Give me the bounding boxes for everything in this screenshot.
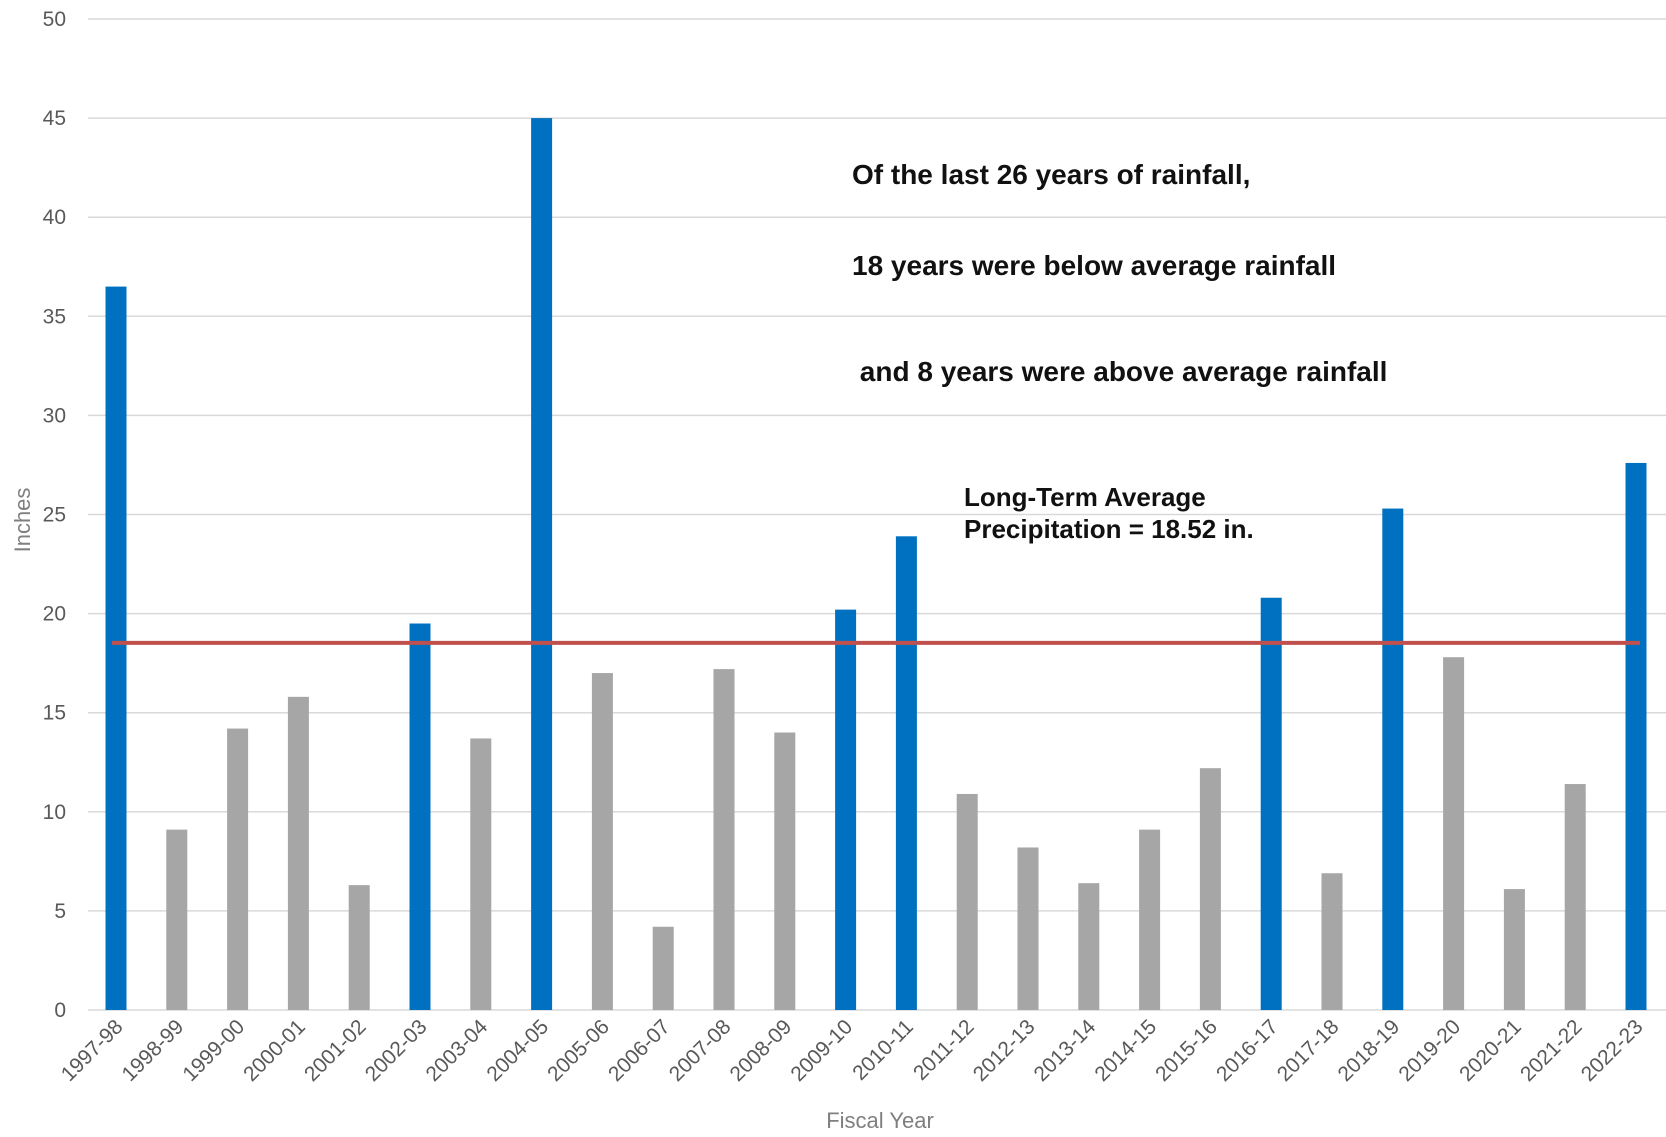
x-tick-label: 2011-12 bbox=[909, 1015, 979, 1085]
x-tick-label: 2004-05 bbox=[482, 1015, 553, 1086]
x-tick-label: 2001-02 bbox=[300, 1015, 371, 1086]
bar bbox=[1382, 508, 1404, 1010]
x-tick-label: 2015-16 bbox=[1151, 1015, 1222, 1086]
bar bbox=[1199, 768, 1221, 1010]
y-tick-label: 0 bbox=[54, 999, 66, 1022]
bars bbox=[105, 118, 1647, 1011]
y-tick-label: 40 bbox=[43, 206, 66, 229]
y-tick-labels: 0 5 10 15 20 25 30 35 40 45 50 bbox=[43, 8, 66, 1022]
x-tick-label: 2018-19 bbox=[1334, 1015, 1405, 1086]
x-tick-labels: 1997-981998-991999-002000-012001-022002-… bbox=[57, 1015, 1648, 1086]
bar bbox=[1321, 873, 1343, 1010]
bar bbox=[287, 696, 309, 1010]
x-tick-label: 2013-14 bbox=[1030, 1015, 1101, 1086]
bar bbox=[1139, 829, 1161, 1010]
y-tick-label: 35 bbox=[43, 305, 66, 328]
bar bbox=[652, 926, 674, 1010]
bar bbox=[1503, 889, 1525, 1010]
bar bbox=[774, 732, 796, 1010]
x-tick-label: 2002-03 bbox=[361, 1015, 432, 1086]
bar bbox=[348, 885, 370, 1010]
x-tick-label: 1998-99 bbox=[118, 1015, 189, 1086]
y-tick-label: 20 bbox=[43, 603, 66, 626]
x-tick-label: 2005-06 bbox=[543, 1015, 614, 1086]
x-tick-label: 2022-23 bbox=[1577, 1015, 1648, 1086]
x-tick-label: 2021-22 bbox=[1516, 1015, 1587, 1086]
bar bbox=[1564, 784, 1586, 1010]
x-tick-label: 2008-09 bbox=[726, 1015, 797, 1086]
x-tick-label: 2007-08 bbox=[665, 1015, 736, 1086]
bar bbox=[591, 673, 613, 1010]
bar bbox=[1625, 462, 1647, 1010]
x-tick-label: 1999-00 bbox=[178, 1015, 249, 1086]
bar bbox=[956, 793, 978, 1010]
bar bbox=[1443, 657, 1465, 1010]
x-tick-label: 2000-01 bbox=[239, 1015, 310, 1086]
x-axis-title: Fiscal Year bbox=[826, 1108, 934, 1133]
bar bbox=[713, 669, 735, 1010]
x-tick-label: 2003-04 bbox=[422, 1015, 493, 1086]
y-axis-title: Inches bbox=[10, 488, 35, 553]
y-tick-label: 50 bbox=[43, 8, 66, 31]
x-tick-label: 2020-21 bbox=[1455, 1015, 1526, 1086]
x-tick-label: 2016-17 bbox=[1212, 1015, 1283, 1086]
x-tick-label: 2012-13 bbox=[969, 1015, 1040, 1086]
annotation-line-3: and 8 years were above average rainfall bbox=[852, 356, 1387, 387]
y-tick-label: 15 bbox=[43, 702, 66, 725]
bar bbox=[531, 118, 553, 1011]
x-tick-label: 1997-98 bbox=[57, 1015, 128, 1086]
x-tick-label: 2019-20 bbox=[1394, 1015, 1465, 1086]
y-tick-label: 10 bbox=[43, 801, 66, 824]
bar bbox=[166, 829, 188, 1010]
x-tick-label: 2014-15 bbox=[1090, 1015, 1161, 1086]
bar bbox=[105, 286, 127, 1010]
average-label-line-1: Long-Term Average bbox=[964, 482, 1206, 512]
annotation-line-1: Of the last 26 years of rainfall, bbox=[852, 159, 1250, 190]
bar bbox=[1260, 597, 1282, 1010]
annotation-line-2: 18 years were below average rainfall bbox=[852, 250, 1336, 281]
bar bbox=[835, 609, 857, 1010]
average-label-line-2: Precipitation = 18.52 in. bbox=[964, 514, 1254, 544]
bar bbox=[1017, 847, 1039, 1010]
x-tick-label: 2010-11 bbox=[848, 1015, 918, 1085]
bar bbox=[227, 728, 249, 1010]
bar bbox=[409, 623, 431, 1010]
x-tick-label: 2006-07 bbox=[604, 1015, 675, 1086]
y-tick-label: 45 bbox=[43, 107, 66, 130]
bar bbox=[470, 738, 492, 1010]
bar bbox=[895, 536, 917, 1010]
x-tick-label: 2017-18 bbox=[1273, 1015, 1344, 1086]
y-tick-label: 5 bbox=[54, 900, 66, 923]
bar bbox=[1078, 883, 1100, 1010]
x-tick-label: 2009-10 bbox=[786, 1015, 857, 1086]
y-tick-label: 30 bbox=[43, 404, 66, 427]
y-tick-label: 25 bbox=[43, 504, 66, 527]
